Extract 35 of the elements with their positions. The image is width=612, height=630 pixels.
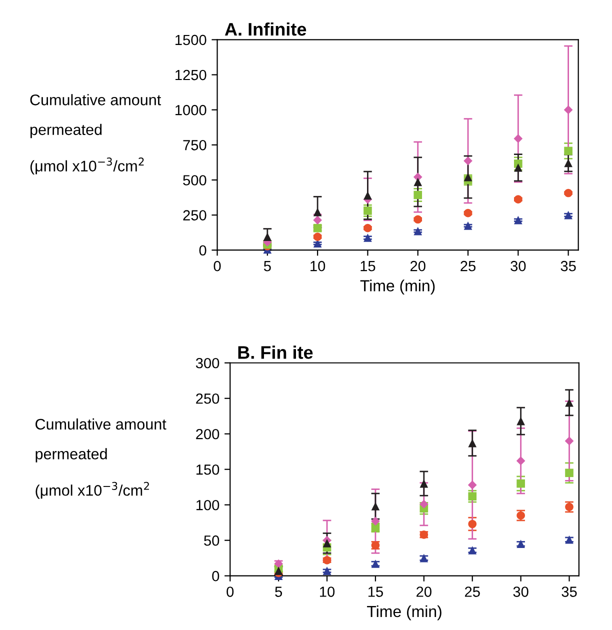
x-tick-label: 15 (360, 261, 376, 272)
y-tick-label: 1000 (176, 104, 206, 116)
x-tick-label: 15 (368, 586, 383, 597)
x-tick-label: 0 (226, 586, 234, 597)
x-tick-label: 35 (562, 586, 577, 597)
x-tick-label: 5 (275, 586, 282, 597)
x-tick-label: 20 (416, 586, 432, 597)
y-tick-label: 1500 (176, 34, 206, 46)
y-tick-label: 0 (212, 570, 220, 582)
x-tick-label: 25 (460, 260, 476, 272)
x-tick-label: 10 (320, 586, 335, 597)
x-tick-label: 20 (410, 260, 426, 272)
y-tick-label: 250 (183, 210, 206, 220)
x-tick-label: 30 (510, 260, 526, 272)
y-tick-label: 150 (196, 464, 220, 475)
y-tick-label: 250 (196, 393, 220, 404)
y-tick-label: 750 (183, 140, 206, 150)
chart-title: A. Infinite (224, 22, 306, 36)
chart-title: B. Fin ite (238, 346, 313, 359)
x-tick-label: 10 (310, 260, 326, 272)
text: Cumulative amount permeated (μmol x10$^{−3}$/cm$^{2}$ (36, 418, 166, 499)
x-tick-label: 5 (264, 261, 271, 272)
x-tick-label: 25 (464, 586, 480, 597)
y-tick-label: 300 (196, 358, 220, 368)
y-tick-label: 100 (196, 500, 220, 510)
x-tick-label: 35 (560, 260, 576, 272)
y-tick-label: 50 (204, 535, 220, 546)
y-tick-label: 0 (199, 245, 206, 256)
y-tick-label: 200 (196, 428, 220, 440)
text: Cumulative amount permeated (μmol x10$^{−3}$/cm$^{2}$ (30, 94, 162, 174)
y-tick-label: 500 (183, 175, 206, 186)
y-tick-label: 1250 (176, 70, 206, 80)
x-axis-title: Time (min) (360, 280, 435, 295)
x-tick-label: 30 (513, 586, 528, 597)
x-axis-title: Time (min) (367, 605, 442, 620)
